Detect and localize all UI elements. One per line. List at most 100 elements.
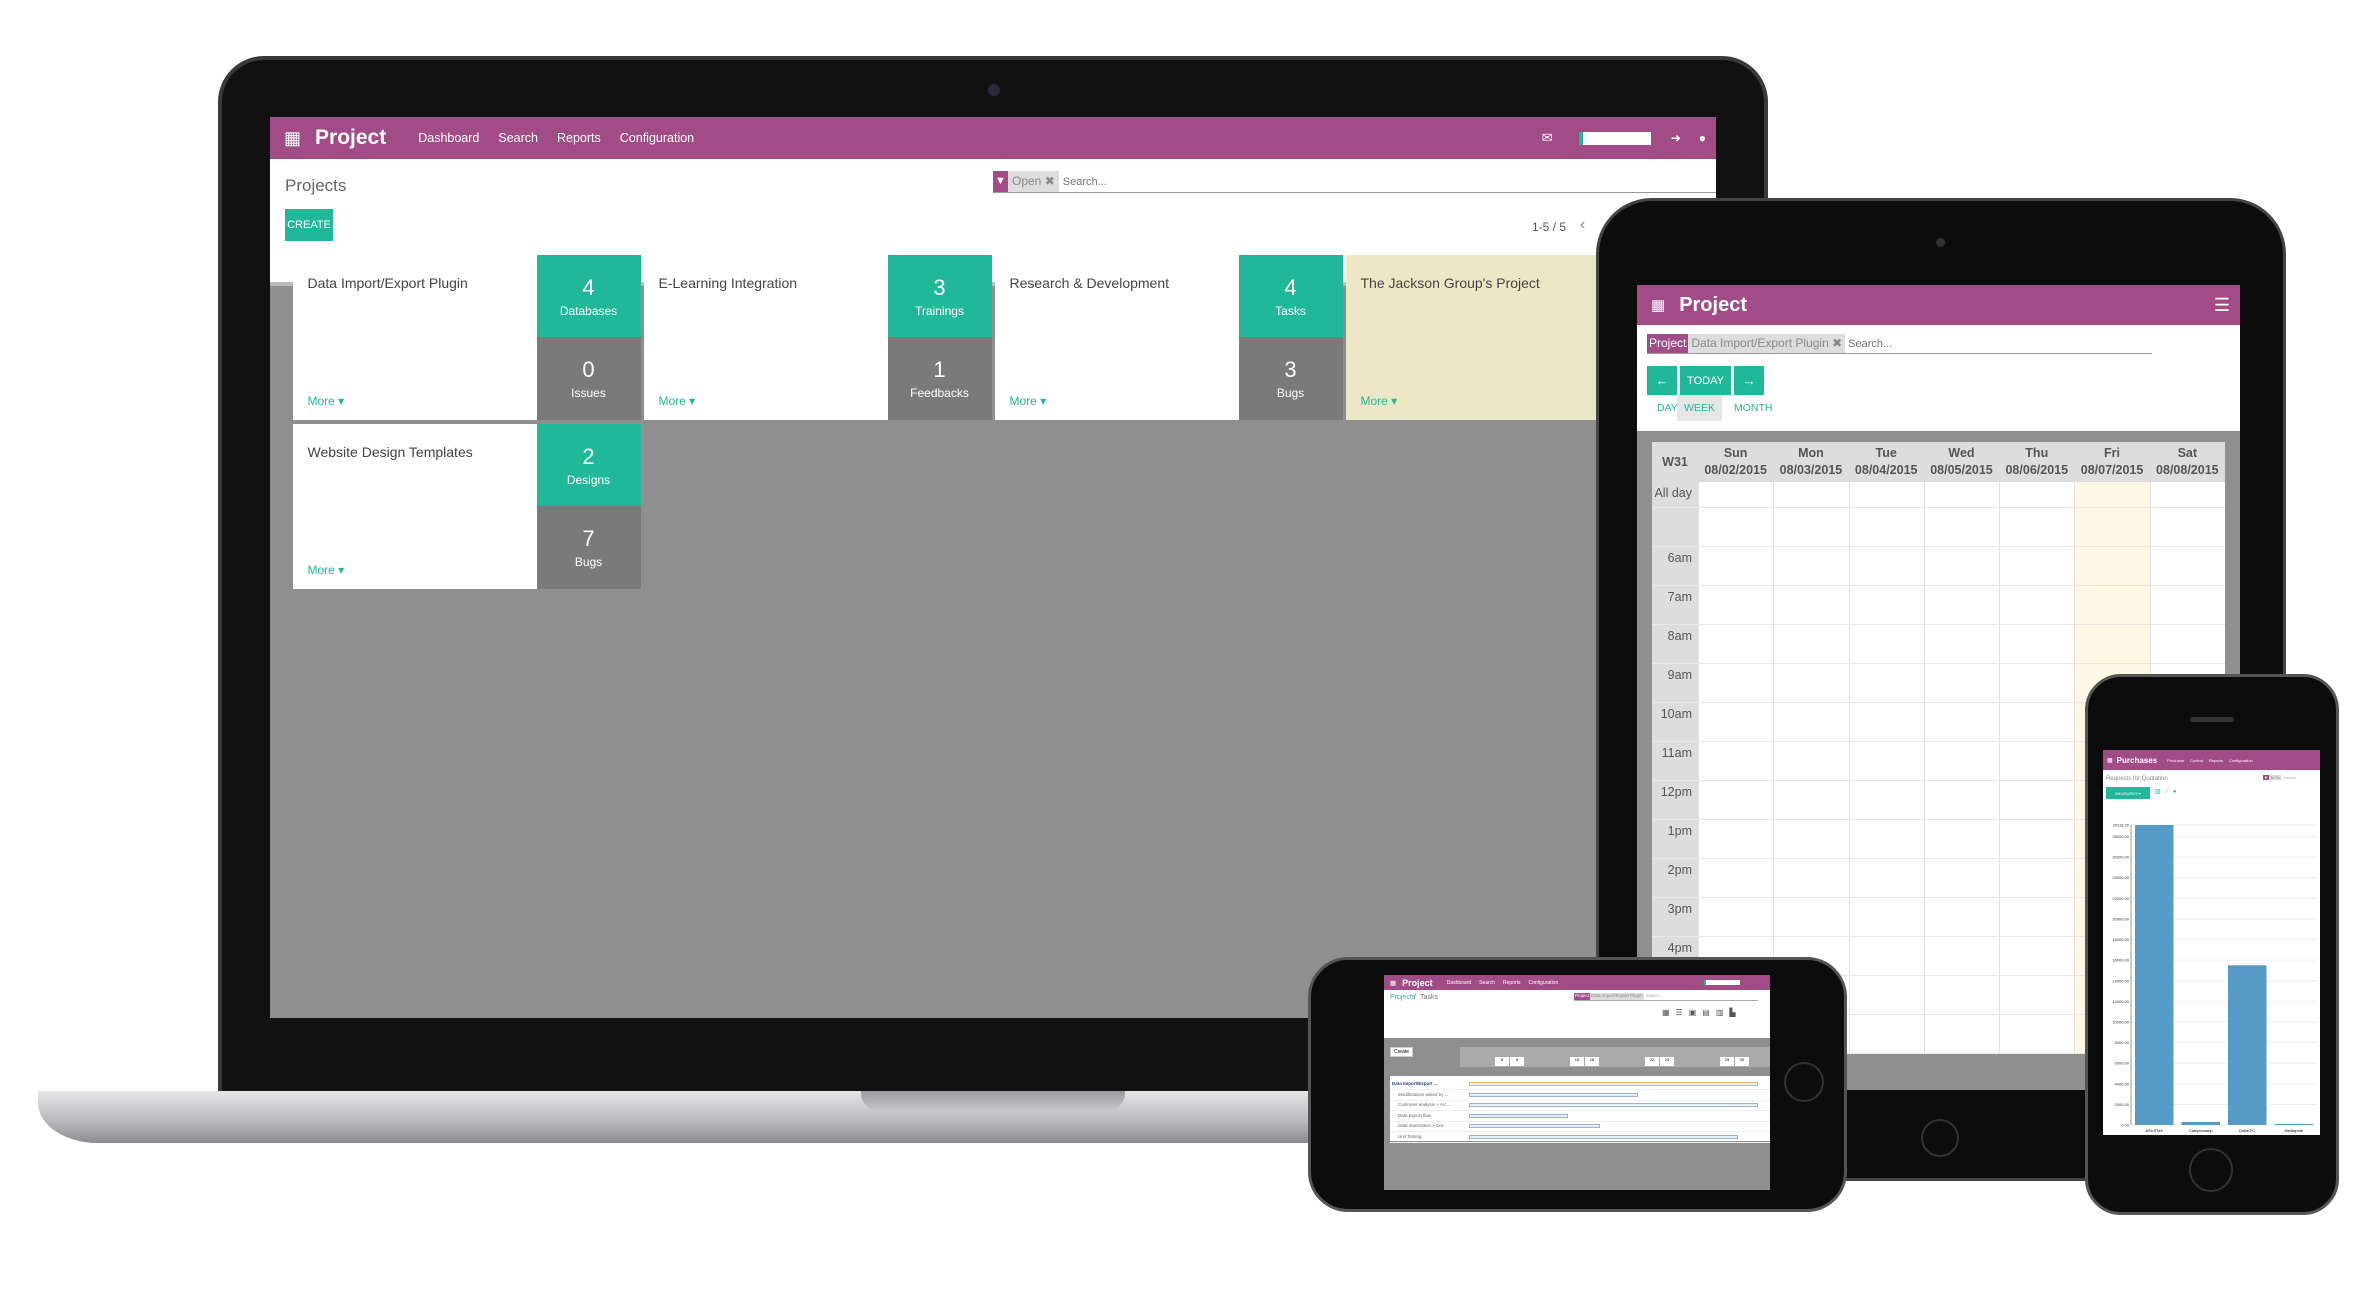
calendar-slot[interactable] — [1923, 976, 1999, 1014]
gantt-row[interactable]: Customer analysis + Arc... — [1390, 1101, 1770, 1111]
measures-button[interactable]: MEASURES ▾ — [2106, 787, 2150, 799]
calendar-slot[interactable] — [1999, 586, 2074, 624]
calendar-slot[interactable] — [1698, 898, 1773, 936]
calendar-slot[interactable] — [1773, 547, 1848, 585]
project-card[interactable]: Data Import/Export Plugin More ▾ 4 Databas… — [292, 254, 641, 420]
bottom-stat-button[interactable]: 1 Feedbacks — [887, 336, 992, 420]
create-button[interactable]: CREATE — [285, 209, 333, 241]
calendar-slot[interactable] — [1773, 859, 1848, 897]
search-placeholder[interactable]: Search... — [2283, 775, 2300, 780]
calendar-slot[interactable] — [1848, 547, 1924, 585]
calendar-slot[interactable] — [1999, 625, 2074, 663]
calendar-slot[interactable] — [2149, 586, 2225, 624]
calendar-slot[interactable] — [1923, 586, 1999, 624]
calendar-slot[interactable] — [1698, 937, 1773, 975]
calendar-slot[interactable] — [2074, 508, 2150, 546]
calendar-slot[interactable] — [1698, 625, 1773, 663]
bar[interactable] — [2181, 1121, 2221, 1125]
gantt-bar[interactable] — [1469, 1082, 1759, 1086]
next-button[interactable]: → — [1734, 366, 1764, 395]
calendar-slot[interactable] — [1923, 703, 1999, 741]
calendar-slot[interactable] — [1848, 508, 1924, 546]
search-input[interactable] — [1062, 175, 1716, 188]
calendar-slot[interactable] — [1923, 781, 1999, 819]
view-switcher-icons[interactable]: ▦☰▣▤▥▙ — [1662, 1008, 1742, 1017]
calendar-slot[interactable] — [1999, 820, 2074, 858]
calendar-slot[interactable] — [1999, 482, 2074, 507]
calendar-slot[interactable] — [1773, 937, 1848, 975]
gantt-row[interactable]: Data importation + Doc — [1390, 1122, 1770, 1132]
calendar-slot[interactable] — [1773, 781, 1848, 819]
calendar-slot[interactable] — [1999, 859, 2074, 897]
calendar-slot[interactable] — [1848, 937, 1924, 975]
calendar-slot[interactable] — [1848, 586, 1924, 624]
calendar-slot[interactable] — [1698, 781, 1773, 819]
calendar-slot[interactable] — [1999, 976, 2074, 1014]
chat-icon[interactable]: ● — [1698, 131, 1706, 145]
calendar-slot[interactable] — [1848, 781, 1924, 819]
calendar-slot[interactable] — [2074, 482, 2150, 507]
top-stat-button[interactable]: 4 Databases — [536, 254, 641, 337]
menu-search[interactable]: Search — [1479, 979, 1495, 986]
top-stat-button[interactable]: 4 Tasks — [1238, 254, 1343, 337]
calendar-slot[interactable] — [1848, 976, 1924, 1014]
bar[interactable] — [2274, 1123, 2314, 1125]
today-button[interactable]: TODAY — [1680, 366, 1731, 395]
calendar-slot[interactable] — [1848, 820, 1924, 858]
create-button[interactable]: Create — [1390, 1047, 1414, 1057]
calendar-slot[interactable] — [1773, 625, 1848, 663]
menu-purchase[interactable]: Purchase — [2167, 757, 2185, 763]
gantt-row[interactable]: Data Import/Export ... — [1390, 1080, 1770, 1090]
bar[interactable] — [2135, 825, 2174, 1125]
search-bar[interactable]: Project Data Import/Export Plugin Search… — [1574, 993, 1758, 1001]
bottom-stat-button[interactable]: 0 Issues — [536, 336, 641, 420]
project-card[interactable]: Research & Development More ▾ 4 Tasks 3 Bug… — [994, 254, 1343, 420]
menu-configuration[interactable]: Configuration — [619, 131, 695, 145]
gantt-bar[interactable] — [1469, 1092, 1639, 1097]
calendar-slot[interactable] — [1999, 664, 2074, 702]
pager-prev-icon[interactable]: ‹ — [1580, 216, 1586, 233]
calendar-slot[interactable] — [1999, 781, 2074, 819]
calendar-slot[interactable] — [1923, 820, 1999, 858]
chart-type-icons[interactable]: ▥⟋● — [2155, 789, 2181, 795]
project-card[interactable]: E-Learning Integration More ▾ 3 Trainings … — [643, 254, 992, 420]
calendar-slot[interactable] — [2149, 508, 2225, 546]
facet-value[interactable]: Data Import/Export Plugin — [1590, 993, 1644, 1000]
menu-control[interactable]: Control — [2190, 757, 2203, 763]
menu-reports[interactable]: Reports — [556, 131, 601, 145]
calendar-slot[interactable] — [1698, 859, 1773, 897]
project-name[interactable]: Data Import/Export Plugin — [307, 274, 468, 291]
calendar-slot[interactable] — [1773, 482, 1848, 507]
project-name[interactable]: The Jackson Group's Project — [1360, 274, 1540, 291]
menu-search[interactable]: Search — [498, 131, 538, 145]
calendar-slot[interactable] — [2074, 547, 2150, 585]
search-bar[interactable]: ▼ Open ✖ ⌕ — [993, 171, 1716, 193]
project-name[interactable]: E-Learning Integration — [658, 274, 798, 291]
prev-button[interactable]: ← — [1647, 366, 1677, 395]
menu-configuration[interactable]: Configuration — [1528, 979, 1559, 986]
menu-reports[interactable]: Reports — [1502, 979, 1521, 986]
top-stat-button[interactable]: 3 Trainings — [887, 254, 992, 337]
apps-grid-icon[interactable]: ▦ — [284, 127, 302, 148]
calendar-slot[interactable] — [1848, 898, 1924, 936]
search-input[interactable] — [1848, 334, 2152, 353]
calendar-slot[interactable] — [2149, 625, 2225, 663]
calendar-slot[interactable] — [1999, 898, 2074, 936]
calendar-slot[interactable] — [1773, 664, 1848, 702]
calendar-slot[interactable] — [1923, 508, 1999, 546]
bar[interactable] — [2228, 965, 2267, 1125]
calendar-slot[interactable] — [1773, 703, 1848, 741]
apps-grid-icon[interactable]: ▦ — [2107, 757, 2113, 764]
calendar-slot[interactable] — [2149, 547, 2225, 585]
project-name[interactable]: Research & Development — [1009, 274, 1170, 291]
calendar-slot[interactable] — [2074, 625, 2150, 663]
calendar-slot[interactable] — [1999, 703, 2074, 741]
apps-grid-icon[interactable]: ▦ — [1651, 297, 1666, 314]
calendar-slot[interactable] — [2149, 482, 2225, 507]
calendar-slot[interactable] — [1698, 820, 1773, 858]
more-dropdown[interactable]: More ▾ — [307, 563, 345, 577]
calendar-slot[interactable] — [1698, 547, 1773, 585]
calendar-slot[interactable] — [1698, 703, 1773, 741]
gantt-row[interactable]: Data Export flow — [1390, 1112, 1770, 1122]
calendar-slot[interactable] — [1923, 482, 1999, 507]
